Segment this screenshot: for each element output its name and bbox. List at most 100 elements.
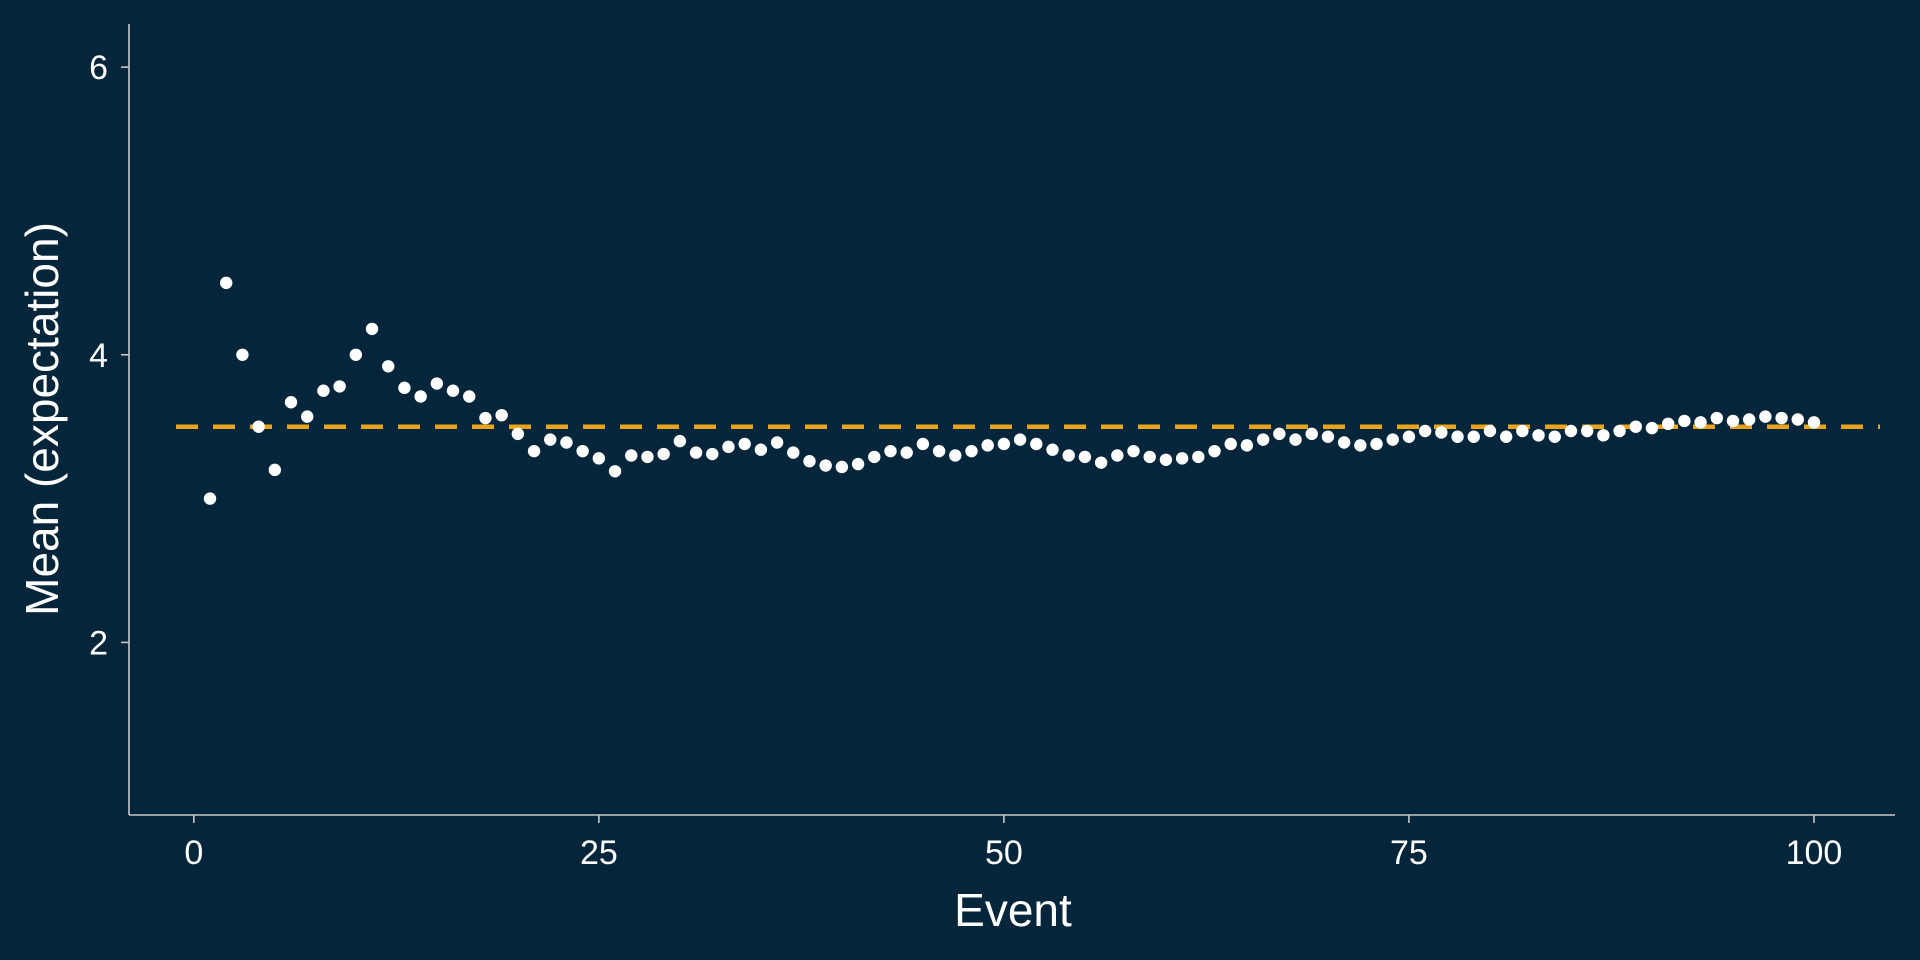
data-point (868, 450, 881, 464)
data-point (398, 381, 411, 395)
data-point (851, 457, 865, 471)
data-point (430, 377, 444, 390)
data-point (1629, 420, 1642, 433)
y-axis-ticks: 2 4 6 (89, 49, 129, 662)
data-point (1354, 439, 1367, 452)
data-point (819, 459, 832, 472)
data-point (1078, 450, 1092, 464)
data-point (1159, 453, 1173, 466)
data-point (1127, 444, 1140, 458)
data-point (1499, 430, 1513, 443)
data-point (1030, 437, 1043, 451)
data-point (1192, 450, 1205, 464)
data-point (916, 437, 930, 451)
data-point (1435, 426, 1448, 439)
data-point (301, 410, 314, 423)
data-point (625, 449, 638, 462)
data-point (673, 434, 687, 448)
data-point (1759, 410, 1772, 423)
data-point (1564, 424, 1578, 438)
data-point (1451, 430, 1464, 443)
data-point (1548, 430, 1561, 443)
data-point (738, 437, 751, 451)
data-point (1111, 449, 1124, 462)
data-point (446, 384, 460, 397)
data-point (932, 444, 946, 458)
data-point (949, 449, 962, 462)
data-point (835, 460, 849, 474)
x-axis-title: Event (954, 884, 1072, 936)
data-point (1305, 427, 1318, 441)
data-point (689, 446, 703, 459)
data-point (236, 348, 249, 361)
data-point (1240, 439, 1254, 452)
data-point (463, 390, 476, 403)
data-point (592, 452, 606, 465)
data-point (1094, 456, 1108, 469)
y-tick-label: 2 (89, 624, 108, 662)
data-point (1694, 416, 1707, 429)
x-tick-label: 75 (1390, 834, 1428, 872)
data-point (1175, 452, 1189, 465)
data-point (349, 348, 363, 361)
y-tick-label: 4 (89, 337, 108, 375)
data-point (997, 437, 1011, 451)
data-point (1775, 411, 1788, 425)
data-point (1386, 433, 1399, 446)
data-point (544, 433, 557, 446)
data-point (527, 444, 541, 458)
data-point (1807, 416, 1821, 429)
data-point (511, 427, 525, 441)
data-point (722, 440, 735, 454)
data-point (1467, 430, 1480, 443)
data-point (560, 436, 573, 449)
data-point (1483, 424, 1497, 438)
data-point (1256, 433, 1270, 446)
data-point (1370, 437, 1383, 451)
data-point (1661, 417, 1675, 431)
data-point (608, 465, 622, 478)
data-point (787, 446, 800, 459)
data-point (479, 411, 492, 425)
data-point (706, 447, 719, 461)
data-point (657, 447, 670, 461)
data-point (1046, 443, 1059, 456)
data-point (1143, 450, 1156, 464)
data-point (884, 444, 897, 458)
data-point (414, 390, 427, 403)
data-point (576, 444, 589, 458)
data-point (965, 444, 978, 458)
data-point (495, 408, 508, 422)
data-point (1597, 429, 1610, 442)
x-tick-label: 50 (985, 834, 1023, 872)
y-axis-title: Mean (expectation) (16, 222, 68, 616)
data-point (1645, 421, 1659, 435)
x-tick-label: 100 (1786, 834, 1843, 872)
data-point (203, 492, 217, 505)
data-point (1532, 429, 1545, 442)
data-point (1289, 433, 1302, 446)
data-point (981, 439, 994, 452)
data-point (1224, 437, 1237, 451)
data-point (1516, 424, 1529, 438)
data-points (203, 276, 1821, 505)
data-point (220, 276, 233, 290)
data-point (252, 420, 265, 433)
data-point (1710, 411, 1723, 425)
data-point (1613, 424, 1626, 438)
data-point (365, 322, 379, 336)
data-point (382, 360, 395, 373)
data-point (1742, 413, 1756, 426)
data-point (1062, 449, 1075, 462)
data-point (1678, 414, 1691, 428)
data-point (1402, 430, 1416, 443)
data-point (641, 450, 654, 464)
data-point (900, 446, 913, 459)
data-point (754, 443, 768, 456)
data-point (333, 380, 346, 393)
data-point (770, 436, 784, 449)
x-tick-label: 0 (184, 834, 203, 872)
data-point (1321, 430, 1335, 443)
